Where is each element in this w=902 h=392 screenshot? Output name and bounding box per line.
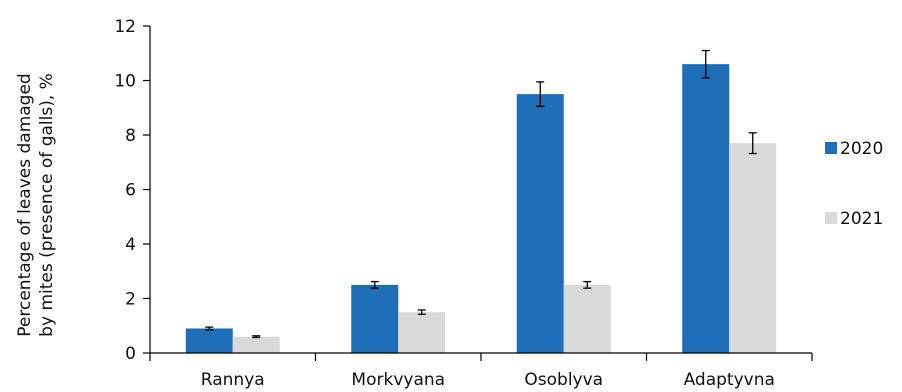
bar	[563, 284, 611, 353]
y-tick-label: 8	[125, 126, 136, 146]
x-tick-label: Morkvyana	[351, 370, 445, 390]
bar	[682, 64, 730, 354]
legend-swatch	[825, 142, 837, 154]
x-tick-label: Adaptyvna	[684, 370, 775, 390]
y-tick-label: 12	[114, 17, 136, 37]
legend: 2020 2021	[825, 139, 883, 229]
bar	[185, 328, 233, 353]
y-tick-label: 6	[125, 181, 136, 201]
x-tick-label: Rannya	[201, 370, 265, 390]
y-axis: 0 2 4 6 8 10 12	[114, 17, 151, 364]
y-axis-title-line1: Percentage of leaves damaged	[15, 73, 35, 336]
legend-swatch	[825, 212, 837, 224]
x-tick-label: Osoblyva	[524, 370, 603, 390]
bar	[729, 143, 777, 353]
y-tick-label: 4	[125, 235, 136, 255]
bar	[516, 94, 564, 353]
bars	[185, 64, 777, 354]
y-axis-title-line2: by mites (presence of galls), %	[37, 73, 57, 337]
legend-label: 2020	[840, 139, 883, 159]
bar	[351, 284, 399, 353]
y-tick-label: 2	[125, 290, 136, 310]
y-tick-label: 0	[125, 344, 136, 364]
bar	[398, 312, 446, 353]
legend-label: 2021	[840, 209, 883, 229]
error-bars	[205, 49, 757, 339]
bar	[232, 336, 280, 353]
y-tick-label: 10	[114, 72, 136, 92]
x-axis: Rannya Morkvyana Osoblyva Adaptyvna	[149, 352, 813, 390]
y-axis-title: Percentage of leaves damaged by mites (p…	[15, 73, 57, 337]
